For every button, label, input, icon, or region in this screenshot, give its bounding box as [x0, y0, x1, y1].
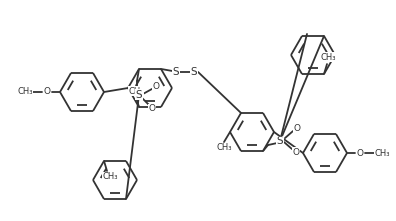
Text: S: S	[191, 67, 197, 77]
Text: O: O	[44, 88, 51, 97]
Text: O: O	[293, 148, 299, 156]
Text: O: O	[293, 124, 301, 133]
Text: CH₃: CH₃	[216, 143, 232, 152]
Text: O: O	[152, 82, 160, 91]
Text: CH₃: CH₃	[102, 172, 118, 181]
Text: S: S	[136, 90, 142, 100]
Text: CH₃: CH₃	[320, 53, 336, 62]
Text: CH₃: CH₃	[17, 88, 33, 97]
Text: O: O	[356, 149, 364, 158]
Text: CH₃: CH₃	[374, 149, 390, 158]
Text: CH₃: CH₃	[128, 87, 144, 95]
Text: S: S	[173, 67, 179, 77]
Text: O: O	[148, 105, 156, 113]
Text: S: S	[277, 136, 283, 146]
